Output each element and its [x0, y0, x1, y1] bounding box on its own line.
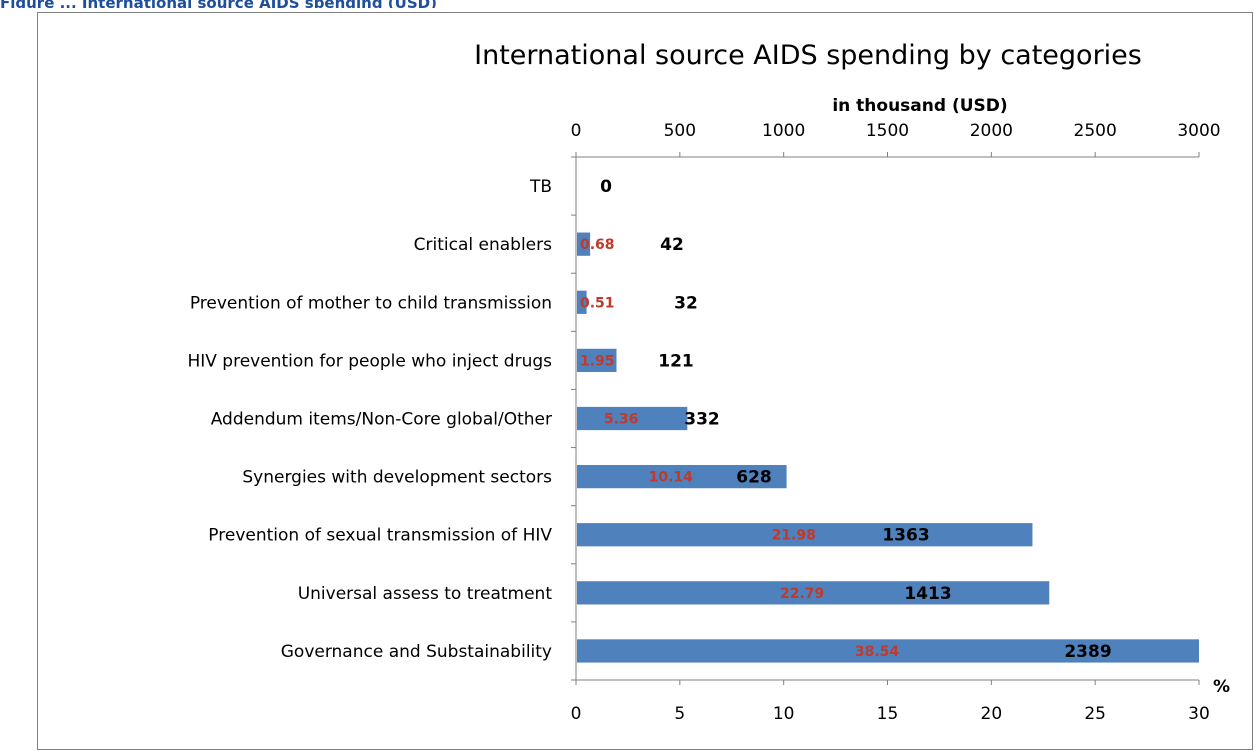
bottom-axis-tick-label: 25 [1084, 704, 1106, 724]
figure-caption: Figure ... International source AIDS spe… [0, 0, 437, 8]
bottom-axis-tick-label: 0 [571, 704, 582, 724]
usd-data-label: 42 [660, 235, 684, 255]
category-label: Prevention of mother to child transmissi… [190, 293, 552, 313]
bottom-axis-tick-label: 15 [877, 704, 899, 724]
category-label: Addendum items/Non-Core global/Other [211, 410, 552, 430]
bar [577, 523, 1033, 547]
bottom-axis-tick-label: 20 [981, 704, 1003, 724]
usd-data-label: 0 [600, 177, 612, 197]
bar [577, 639, 1199, 663]
top-axis-tick-label: 0 [571, 121, 582, 141]
usd-data-label: 628 [736, 468, 772, 488]
bar [577, 406, 688, 431]
percent-data-label: 22.79 [780, 586, 824, 602]
usd-data-label: 32 [674, 293, 698, 313]
usd-data-label: 1363 [882, 526, 929, 546]
category-label: Universal assess to treatment [298, 584, 553, 604]
category-label: Governance and Substainability [281, 642, 552, 662]
usd-data-label: 1413 [904, 584, 951, 604]
percent-data-label: 1.95 [580, 353, 615, 369]
usd-data-label: 332 [684, 410, 720, 430]
category-label: Critical enablers [414, 235, 552, 255]
bar [577, 290, 587, 314]
percent-data-label: 10.14 [649, 470, 694, 486]
top-axis-tick-label: 2500 [1074, 121, 1117, 141]
category-label: Prevention of sexual transmission of HIV [208, 526, 552, 546]
bottom-axis-label: % [1213, 677, 1230, 697]
bar [577, 232, 591, 256]
percent-data-label: 21.98 [772, 528, 816, 544]
bottom-axis-tick-label: 10 [773, 704, 795, 724]
top-axis-tick-label: 3000 [1177, 121, 1220, 141]
top-axis-tick-label: 1000 [762, 121, 805, 141]
bottom-axis-tick-label: 5 [674, 704, 685, 724]
top-axis-tick-label: 500 [664, 121, 696, 141]
chart-title: International source AIDS spending by ca… [474, 40, 1142, 71]
usd-data-label: 121 [658, 351, 694, 371]
percent-data-label: 5.36 [604, 412, 639, 428]
usd-data-label: 2389 [1064, 642, 1111, 662]
category-label: TB [529, 177, 552, 197]
category-label: Synergies with development sectors [242, 468, 552, 488]
top-axis-tick-label: 1500 [866, 121, 909, 141]
percent-data-label: 0.51 [580, 295, 615, 311]
bar [577, 581, 1050, 605]
category-label: HIV prevention for people who inject dru… [187, 351, 552, 371]
percent-data-label: 38.54 [855, 644, 900, 660]
bottom-axis-tick-label: 30 [1188, 704, 1210, 724]
chart-frame [37, 12, 1253, 750]
bar [577, 464, 787, 489]
top-axis-label: in thousand (USD) [832, 96, 1007, 116]
top-axis-tick-label: 2000 [970, 121, 1013, 141]
percent-data-label: 0.68 [580, 237, 615, 253]
bar [577, 348, 617, 373]
